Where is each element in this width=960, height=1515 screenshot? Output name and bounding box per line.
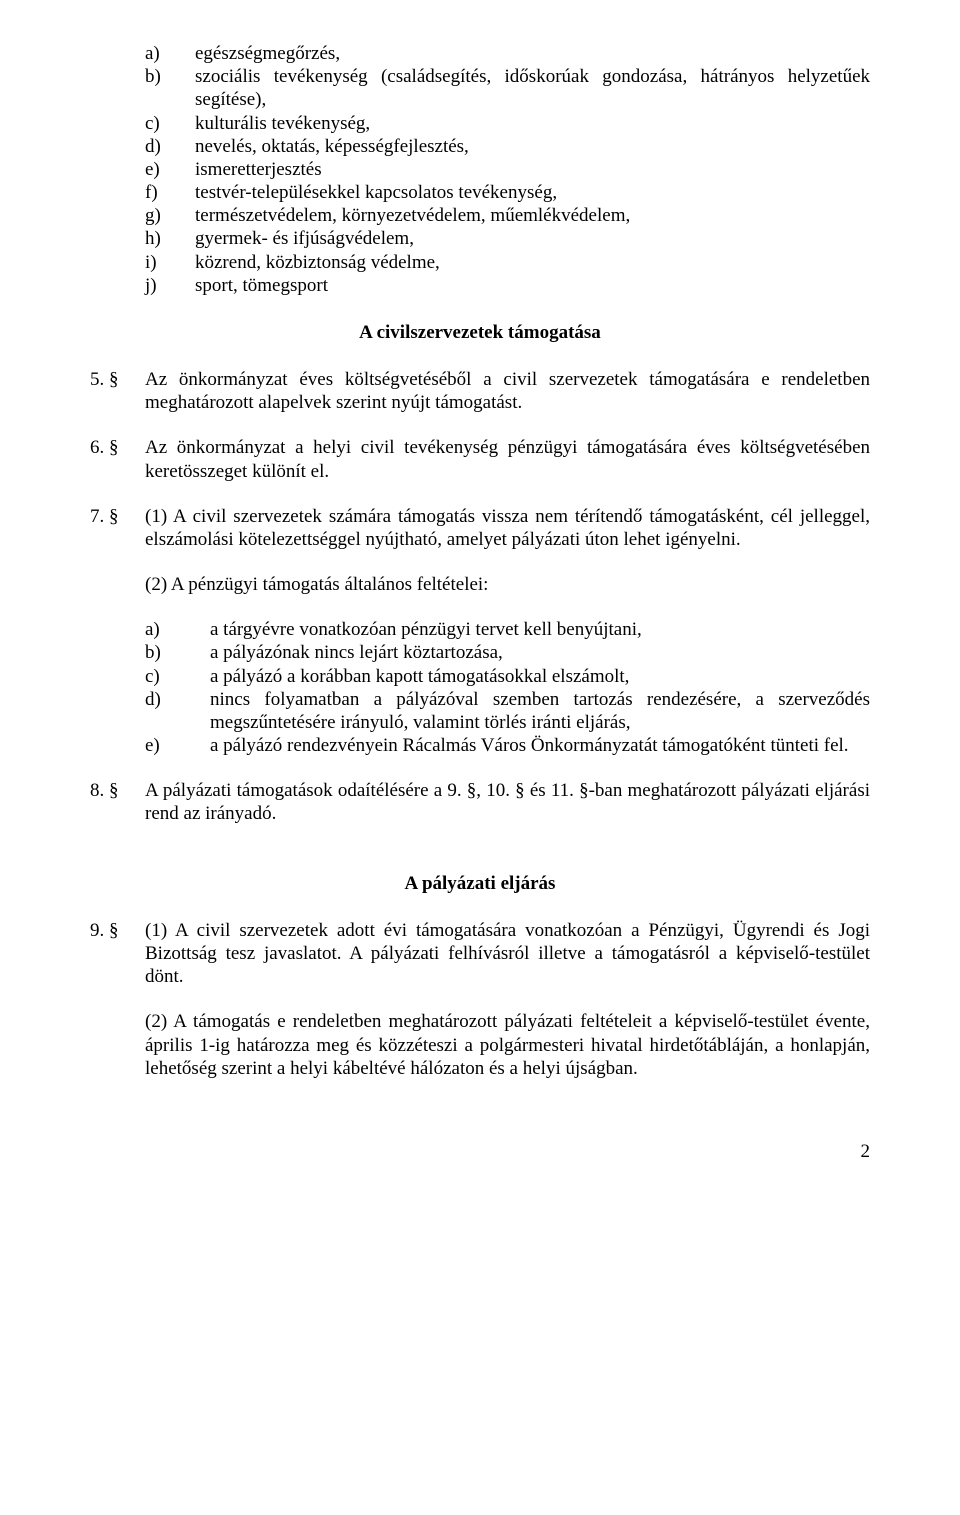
section-9-2: (2) A támogatás e rendeletben meghatároz… [90, 1010, 870, 1080]
list-item: b) szociális tevékenység (családsegítés,… [145, 65, 870, 111]
section-marker: 9. § [90, 919, 145, 989]
section-heading-procedure: A pályázati eljárás [90, 872, 870, 895]
section-text: A pályázati támogatások odaítélésére a 9… [145, 779, 870, 825]
item-marker: g) [145, 204, 195, 227]
item-marker: d) [145, 135, 195, 158]
item-text: szociális tevékenység (családsegítés, id… [195, 65, 870, 111]
list-item: j) sport, tömegsport [145, 274, 870, 297]
section-marker: 7. § [90, 505, 145, 551]
item-text: nincs folyamatban a pályázóval szemben t… [210, 688, 870, 734]
list-item: c) kulturális tevékenység, [145, 112, 870, 135]
list-item: g) természetvédelem, környezetvédelem, m… [145, 204, 870, 227]
section-8: 8. § A pályázati támogatások odaítélésér… [90, 779, 870, 825]
item-text: egészségmegőrzés, [195, 42, 870, 65]
item-marker: b) [145, 641, 210, 664]
section-text: Az önkormányzat a helyi civil tevékenysé… [145, 436, 870, 482]
list-item: f) testvér-településekkel kapcsolatos te… [145, 181, 870, 204]
page-number: 2 [90, 1140, 870, 1163]
section-9-1: 9. § (1) A civil szervezetek adott évi t… [90, 919, 870, 989]
item-marker: e) [145, 158, 195, 181]
section-5: 5. § Az önkormányzat éves költségvetéséb… [90, 368, 870, 414]
item-marker: a) [145, 618, 210, 641]
list-item: d) nevelés, oktatás, képességfejlesztés, [145, 135, 870, 158]
list-item: i) közrend, közbiztonság védelme, [145, 251, 870, 274]
list-item: b) a pályázónak nincs lejárt köztartozás… [145, 641, 870, 664]
list-item: h) gyermek- és ifjúságvédelem, [145, 227, 870, 250]
item-text: a pályázónak nincs lejárt köztartozása, [210, 641, 870, 664]
item-marker: i) [145, 251, 195, 274]
list-item: e) ismeretterjesztés [145, 158, 870, 181]
list-item: a) a tárgyévre vonatkozóan pénzügyi terv… [145, 618, 870, 641]
item-text: közrend, közbiztonság védelme, [195, 251, 870, 274]
item-text: a tárgyévre vonatkozóan pénzügyi tervet … [210, 618, 870, 641]
item-marker: c) [145, 112, 195, 135]
item-marker: f) [145, 181, 195, 204]
section-7-1: 7. § (1) A civil szervezetek számára tám… [90, 505, 870, 551]
item-marker: a) [145, 42, 195, 65]
section-marker: 5. § [90, 368, 145, 414]
section-text: (1) A civil szervezetek adott évi támoga… [145, 919, 870, 989]
item-text: ismeretterjesztés [195, 158, 870, 181]
list-item: a) egészségmegőrzés, [145, 42, 870, 65]
item-text: nevelés, oktatás, képességfejlesztés, [195, 135, 870, 158]
item-text: sport, tömegsport [195, 274, 870, 297]
item-marker: d) [145, 688, 210, 734]
item-text: gyermek- és ifjúságvédelem, [195, 227, 870, 250]
item-text: természetvédelem, környezetvédelem, műem… [195, 204, 870, 227]
item-marker: e) [145, 734, 210, 757]
section-text: (1) A civil szervezetek számára támogatá… [145, 505, 870, 551]
document-page: a) egészségmegőrzés, b) szociális tevéke… [0, 0, 960, 1193]
section-text: Az önkormányzat éves költségvetéséből a … [145, 368, 870, 414]
section-7-2-lead: (2) A pénzügyi támogatás általános felté… [90, 573, 870, 596]
section-marker: 6. § [90, 436, 145, 482]
list-item: e) a pályázó rendezvényein Rácalmás Váro… [145, 734, 870, 757]
list-item: d) nincs folyamatban a pályázóval szembe… [145, 688, 870, 734]
item-marker: c) [145, 665, 210, 688]
item-text: testvér-településekkel kapcsolatos tevék… [195, 181, 870, 204]
item-text: a pályázó rendezvényein Rácalmás Város Ö… [210, 734, 870, 757]
section-marker: 8. § [90, 779, 145, 825]
item-marker: h) [145, 227, 195, 250]
list-item: c) a pályázó a korábban kapott támogatás… [145, 665, 870, 688]
section-7-2-list: a) a tárgyévre vonatkozóan pénzügyi terv… [90, 618, 870, 757]
item-text: kulturális tevékenység, [195, 112, 870, 135]
item-text: a pályázó a korábban kapott támogatásokk… [210, 665, 870, 688]
item-marker: j) [145, 274, 195, 297]
section-heading-support: A civilszervezetek támogatása [90, 321, 870, 344]
item-marker: b) [145, 65, 195, 111]
section-6: 6. § Az önkormányzat a helyi civil tevék… [90, 436, 870, 482]
top-lettered-list: a) egészségmegőrzés, b) szociális tevéke… [90, 42, 870, 297]
